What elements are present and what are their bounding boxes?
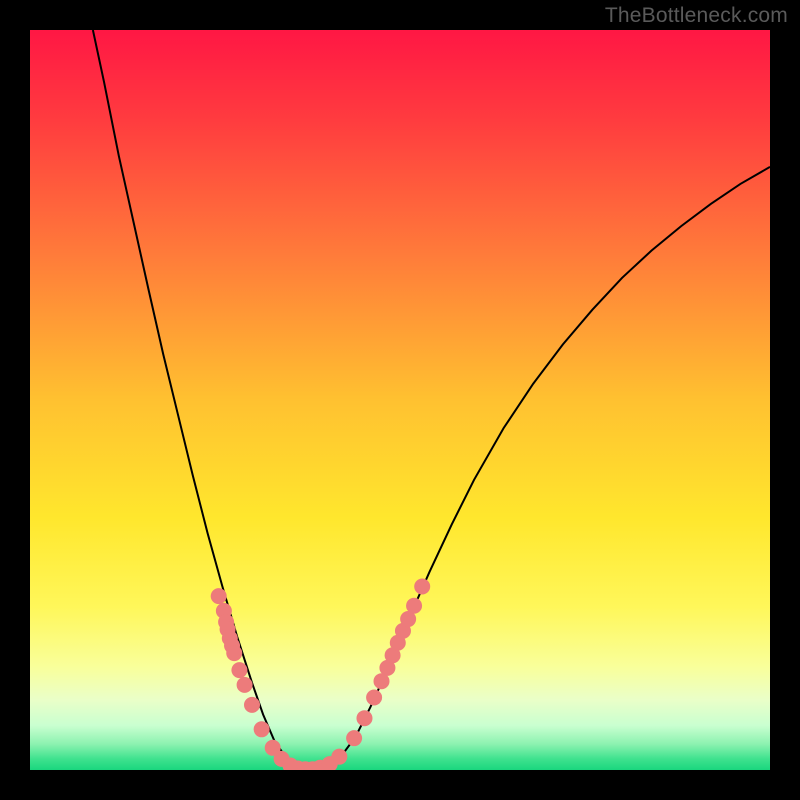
data-point-marker [237,677,253,693]
data-point-marker [226,645,242,661]
bottleneck-curve [93,30,770,769]
data-point-marker [366,689,382,705]
data-point-marker [211,588,227,604]
data-point-marker [331,749,347,765]
data-point-marker [414,578,430,594]
data-point-marker [406,598,422,614]
plot-area [30,30,770,770]
data-point-marker [244,697,260,713]
chart-overlay [30,30,770,770]
chart-container: TheBottleneck.com [0,0,800,800]
data-point-marker [356,710,372,726]
watermark-text: TheBottleneck.com [605,4,788,28]
data-point-marker [346,730,362,746]
data-point-marker [231,662,247,678]
data-point-marker [254,721,270,737]
